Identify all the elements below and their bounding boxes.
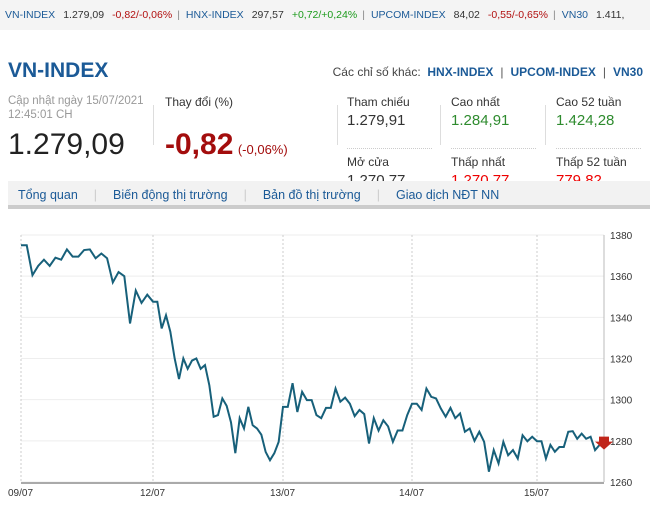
tab-market-map[interactable]: Bản đồ thị trường [262,188,361,202]
x-tick-label: 09/07 [8,488,33,499]
divider [153,105,154,145]
dotted-divider [347,148,432,149]
other-indices: Các chỉ số khác: HNX-INDEX | UPCOM-INDEX | V… [332,65,643,79]
y-tick-label: 1380 [610,231,633,242]
stat-value: 1.424,28 [556,112,615,129]
ticker-value: 1.411, [596,9,625,21]
y-tick-label: 1360 [610,272,633,283]
index-ticker-bar: VN-INDEX 1.279,09 -0,82/-0,06% | HNX-INDEX 29… [0,0,650,30]
index-value: 1.279,09 [8,128,125,161]
y-tick-label: 1320 [610,355,633,366]
stat-label: Thấp 52 tuần [556,155,627,169]
change-points: -0,82 [165,128,234,161]
separator: | [553,9,556,21]
change-value: -0,82 (-0,06%) [165,128,288,162]
tab-bar: Tổng quan | Biến động thị trường | Bản đồ th… [8,181,650,209]
x-tick-label: 15/07 [524,488,549,499]
stat-value: 1.279,91 [347,112,406,129]
y-tick-label: 1280 [610,437,633,448]
link-hnx-index[interactable]: HNX-INDEX [427,65,494,79]
ticker-value: 1.279,09 [63,9,105,21]
ticker-change: -0,55/-0,65% [487,9,549,21]
stat-label: Cao nhất [451,95,500,109]
stat-cell: Tham chiếu 1.279,91 [347,95,437,129]
down-arrow-icon [595,436,613,450]
tab-foreign-trading[interactable]: Giao dịch NĐT NN [395,188,500,202]
index-chart: 1260 1280 1300 1320 1340 1360 1380 09/07 12/07 13… [8,231,633,499]
divider [545,105,546,145]
stat-cell: Cao nhất 1.284,91 [451,95,541,129]
stat-label: Thấp nhất [451,155,506,169]
x-tick-label: 14/07 [399,488,424,499]
y-tick-label: 1300 [610,396,633,407]
ticker-change: -0,82/-0,06% [112,9,173,21]
separator: | [177,9,180,21]
dotted-divider [556,148,641,149]
x-tick-label: 13/07 [270,488,295,499]
tab-overview[interactable]: Tổng quan [18,188,78,202]
other-indices-label: Các chỉ số khác: [332,65,421,79]
ticker-name[interactable]: VN-INDEX [5,9,56,21]
link-upcom-index[interactable]: UPCOM-INDEX [510,65,596,79]
stat-label: Mở cửa [347,155,389,169]
separator: | [362,9,365,21]
ticker-value: 84,02 [453,9,480,21]
y-tick-label: 1340 [610,313,633,324]
update-time: Cập nhật ngày 15/07/2021 12:45:01 CH [8,95,144,121]
link-vn30[interactable]: VN30 [612,65,643,79]
ticker-value: 297,57 [251,9,284,21]
stat-label: Tham chiếu [347,95,410,109]
index-line [21,244,605,472]
tab-market-movement[interactable]: Biến động thị trường [113,188,228,202]
ticker-change: +0,72/+0,24% [291,9,358,21]
ticker-name[interactable]: VN30 [561,9,589,21]
change-label: Thay đổi (%) [165,95,234,109]
ticker-name[interactable]: HNX-INDEX [185,9,244,21]
ticker-name[interactable]: UPCOM-INDEX [370,9,446,21]
divider [440,105,441,145]
stat-value: 1.284,91 [451,112,510,129]
divider [337,105,338,145]
change-percent: (-0,06%) [237,142,288,157]
stat-label: Cao 52 tuần [556,95,622,109]
page-title: VN-INDEX [8,59,109,82]
stat-cell: Cao 52 tuần 1.424,28 [556,95,646,129]
y-tick-label: 1260 [610,478,633,489]
x-tick-label: 12/07 [140,488,165,499]
dotted-divider [451,148,536,149]
